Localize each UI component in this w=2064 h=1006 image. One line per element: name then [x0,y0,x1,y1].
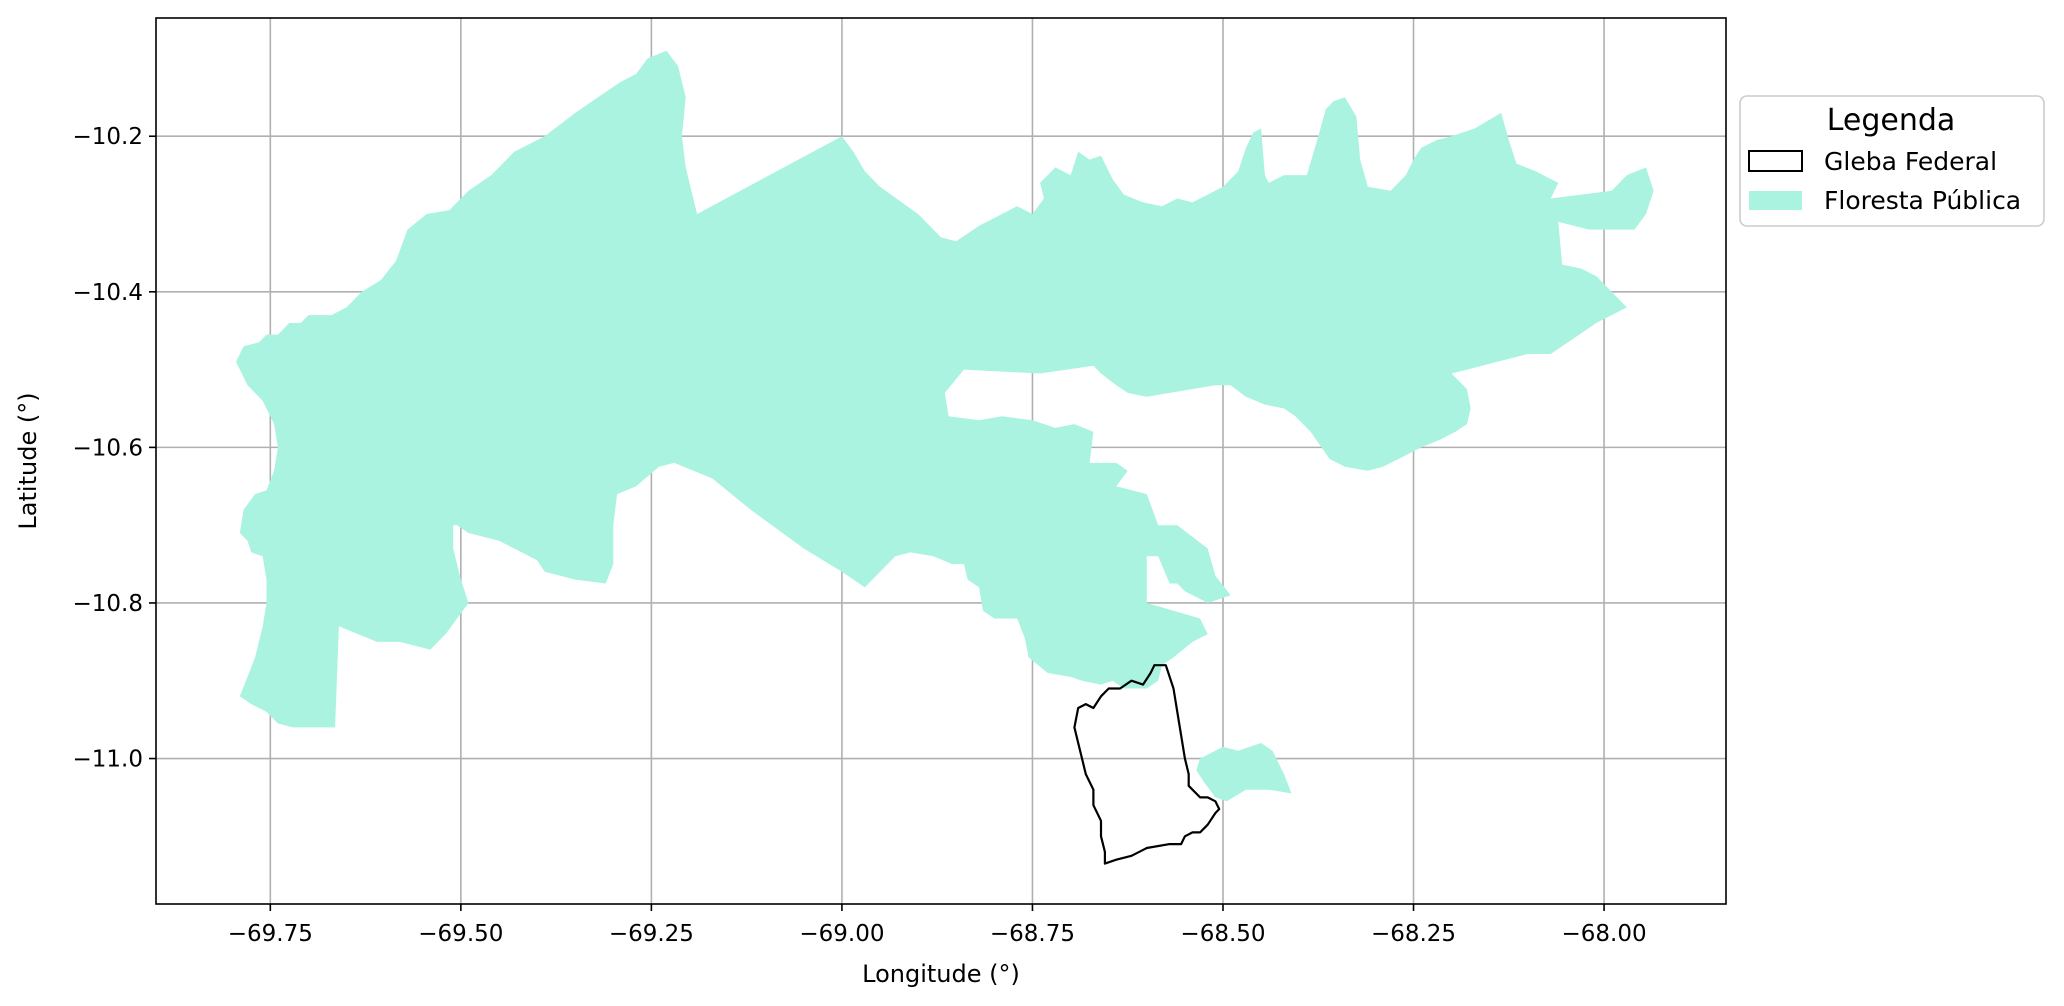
x-axis-label: Longitude (°) [862,960,1020,988]
y-tick-label: −11.0 [73,747,143,773]
plot-frame [155,17,1727,905]
floresta-publica-polygon-0 [236,50,1654,728]
legend-swatch-gleba-federal [1748,150,1803,172]
legend: Legenda Gleba Federal Floresta Pública [1739,95,2045,227]
axis-ticks: −69.75 −69.50 −69.25 −69.00 −68.75 −68.50 −68.… [73,124,1647,947]
floresta-publica-polygon-1 [1196,743,1292,802]
x-tick-label: −69.25 [609,921,694,947]
y-tick-label: −10.2 [73,124,143,150]
x-tick-label: −69.50 [418,921,503,947]
legend-label-floresta-publica: Floresta Pública [1824,186,2021,215]
y-tick-label: −10.4 [73,280,143,306]
y-tick-label: −10.6 [73,435,143,461]
x-tick-label: −69.00 [799,921,884,947]
x-tick-label: −68.00 [1561,921,1646,947]
x-tick-label: −69.75 [228,921,313,947]
legend-title: Legenda [1827,103,1956,138]
x-tick-label: −68.50 [1180,921,1265,947]
gleba-federal-polygon-0 [1073,664,1221,865]
legend-label-gleba-federal: Gleba Federal [1824,147,1997,176]
y-axis-label: Latitude (°) [14,392,42,529]
legend-box [1739,95,2045,227]
legend-swatch-floresta-publica [1749,191,1802,210]
map-layers [236,50,1654,865]
x-tick-label: −68.25 [1371,921,1456,947]
y-tick-label: −10.8 [73,591,143,617]
x-tick-label: −68.75 [990,921,1075,947]
